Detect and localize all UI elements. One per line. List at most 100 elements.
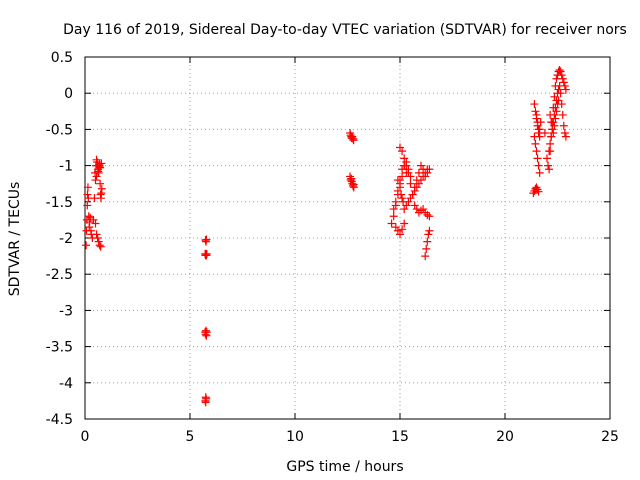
data-point xyxy=(406,194,415,203)
axis-ticks: 0 5 10 15 20 25 0.5 0 -0.5 -1 -1.5 -2 -2.5 -3 -3.5 -4 -4… xyxy=(46,50,619,445)
data-point xyxy=(423,210,432,219)
data-point xyxy=(83,201,92,210)
data-point xyxy=(202,235,211,244)
data-point xyxy=(549,129,558,138)
y-tick-label: -3.5 xyxy=(46,340,73,356)
data-point xyxy=(93,234,102,242)
data-point xyxy=(561,132,570,141)
data-point xyxy=(398,172,407,181)
data-point xyxy=(550,121,559,130)
x-tick-label: 25 xyxy=(601,429,619,445)
x-tick-label: 15 xyxy=(391,429,409,445)
grid xyxy=(85,57,610,419)
data-point xyxy=(553,100,562,109)
data-point xyxy=(393,176,402,185)
data-point xyxy=(548,125,557,134)
data-point xyxy=(534,187,543,196)
data-point xyxy=(561,85,570,94)
y-tick-label: -2.5 xyxy=(46,267,73,283)
y-tick-label: 0.5 xyxy=(51,50,73,66)
data-point xyxy=(97,184,106,193)
data-point xyxy=(533,154,542,163)
data-point xyxy=(349,183,358,192)
data-point xyxy=(389,205,398,214)
data-point xyxy=(421,168,430,177)
data-point xyxy=(398,194,407,203)
data-point xyxy=(393,226,402,235)
data-points xyxy=(82,66,570,407)
data-point xyxy=(540,129,549,138)
data-point xyxy=(410,201,419,210)
data-point xyxy=(421,208,430,217)
x-tick-label: 10 xyxy=(286,429,304,445)
data-point xyxy=(532,110,541,119)
data-point xyxy=(555,66,564,75)
data-point xyxy=(348,134,357,143)
data-point xyxy=(534,125,543,134)
data-point xyxy=(408,190,417,199)
data-point xyxy=(419,172,428,181)
data-point xyxy=(530,100,539,109)
data-point xyxy=(399,197,408,206)
data-point xyxy=(391,223,400,232)
data-point xyxy=(397,190,406,199)
data-point xyxy=(82,241,91,250)
data-point xyxy=(531,107,540,116)
data-point xyxy=(391,197,400,206)
data-point xyxy=(422,244,431,253)
data-point xyxy=(412,183,421,192)
data-point xyxy=(396,143,404,152)
data-point xyxy=(423,237,432,246)
data-point xyxy=(560,129,569,138)
data-point xyxy=(348,179,357,188)
data-point xyxy=(402,161,411,170)
data-point xyxy=(398,147,407,156)
data-point xyxy=(552,107,561,116)
data-point xyxy=(410,186,419,195)
data-point xyxy=(398,225,407,234)
data-point xyxy=(389,212,398,221)
data-point xyxy=(547,132,556,141)
data-point xyxy=(349,136,358,145)
data-point xyxy=(557,71,566,80)
data-point xyxy=(346,176,355,185)
data-point xyxy=(396,230,404,239)
data-point xyxy=(94,237,103,246)
data-point xyxy=(533,118,542,127)
x-tick-label: 0 xyxy=(81,429,90,445)
data-point xyxy=(546,139,555,148)
data-point xyxy=(201,398,210,407)
data-point xyxy=(559,121,568,130)
data-point xyxy=(83,183,92,192)
data-point xyxy=(417,161,425,170)
data-point xyxy=(202,249,211,258)
data-point xyxy=(535,132,544,141)
data-point xyxy=(84,212,93,221)
data-point xyxy=(555,81,564,90)
data-point xyxy=(91,219,100,228)
data-point xyxy=(425,226,434,235)
y-tick-label: -2 xyxy=(59,231,73,247)
data-point xyxy=(556,67,565,76)
data-point xyxy=(425,212,434,221)
data-point xyxy=(400,154,409,163)
data-point xyxy=(346,172,355,181)
data-point xyxy=(421,252,430,261)
data-point xyxy=(387,219,396,228)
y-tick-label: -1.5 xyxy=(46,195,73,211)
y-tick-label: -4 xyxy=(59,376,73,392)
y-axis-label: SDTVAR / TECUs xyxy=(7,182,23,297)
data-point xyxy=(96,163,105,172)
x-tick-label: 20 xyxy=(496,429,514,445)
data-point xyxy=(414,179,423,188)
data-point xyxy=(417,206,425,215)
data-point xyxy=(544,161,553,170)
plot-frame xyxy=(84,56,611,420)
y-tick-label: -0.5 xyxy=(46,122,73,138)
data-point xyxy=(424,230,433,239)
data-point xyxy=(96,179,105,188)
data-point xyxy=(404,168,413,177)
data-point xyxy=(92,172,101,181)
data-point xyxy=(400,219,409,228)
data-point xyxy=(535,168,544,177)
